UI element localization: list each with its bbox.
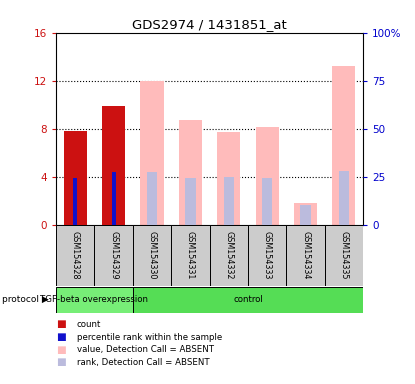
Text: rank, Detection Call = ABSENT: rank, Detection Call = ABSENT (77, 358, 210, 367)
Bar (210, 225, 248, 286)
Bar (133, 225, 171, 286)
Bar (339, 170, 349, 225)
Text: GSM154333: GSM154333 (263, 231, 272, 280)
Bar (102, 106, 125, 225)
Bar (224, 177, 234, 225)
Bar (294, 203, 317, 225)
Text: ■: ■ (56, 332, 66, 342)
Text: GSM154331: GSM154331 (186, 231, 195, 280)
Text: ■: ■ (56, 358, 66, 367)
Bar (64, 131, 87, 225)
Bar (262, 178, 272, 225)
Text: TGF-beta overexpression: TGF-beta overexpression (40, 295, 149, 305)
Bar (185, 178, 195, 225)
Text: value, Detection Call = ABSENT: value, Detection Call = ABSENT (77, 345, 214, 354)
Text: GSM154329: GSM154329 (109, 231, 118, 280)
Text: protocol ▶: protocol ▶ (2, 295, 49, 305)
Bar (179, 120, 202, 225)
Bar (332, 66, 355, 225)
Bar (171, 225, 210, 286)
Bar (286, 225, 325, 286)
Bar (217, 132, 240, 225)
Title: GDS2974 / 1431851_at: GDS2974 / 1431851_at (132, 18, 287, 31)
Text: GSM154332: GSM154332 (224, 231, 233, 280)
Text: count: count (77, 320, 101, 329)
Text: GSM154330: GSM154330 (147, 231, 156, 280)
Text: GSM154335: GSM154335 (339, 231, 349, 280)
Text: GSM154334: GSM154334 (301, 231, 310, 280)
Bar (112, 172, 116, 225)
Bar (95, 225, 133, 286)
Bar (56, 225, 95, 286)
Bar (248, 225, 286, 286)
Text: control: control (233, 295, 263, 305)
Text: percentile rank within the sample: percentile rank within the sample (77, 333, 222, 342)
Bar (133, 287, 363, 313)
Bar (325, 225, 363, 286)
Bar (56, 287, 133, 313)
Bar (256, 127, 279, 225)
Text: ■: ■ (56, 345, 66, 355)
Bar (300, 205, 311, 225)
Bar (73, 178, 77, 225)
Bar (147, 172, 157, 225)
Bar (140, 81, 164, 225)
Text: GSM154328: GSM154328 (71, 231, 80, 280)
Text: ■: ■ (56, 319, 66, 329)
